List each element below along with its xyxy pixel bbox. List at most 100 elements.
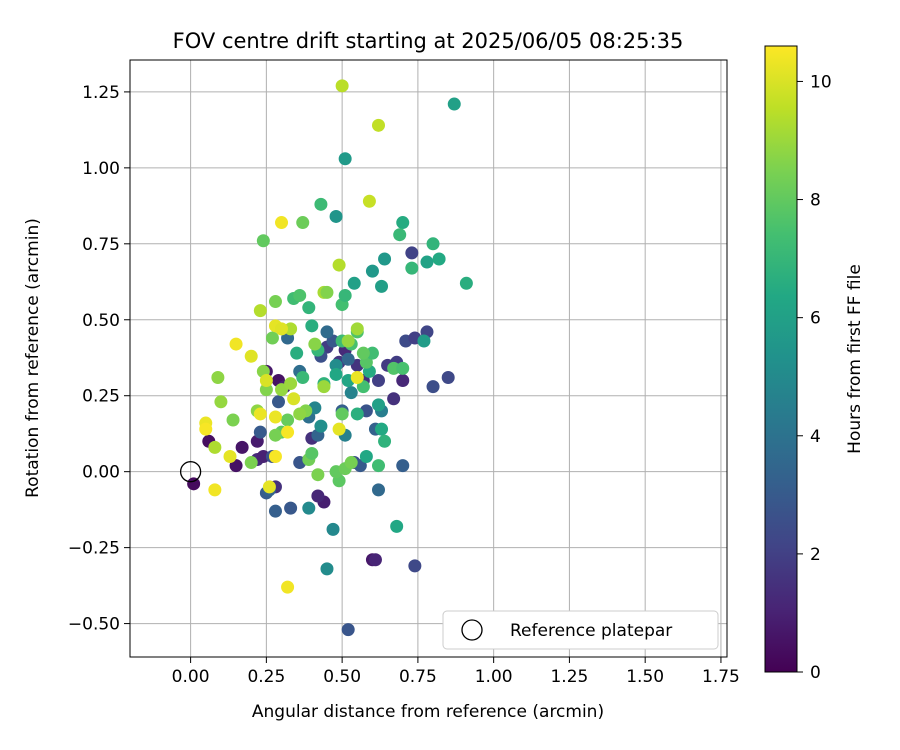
data-point	[329, 367, 343, 381]
data-point	[311, 489, 325, 503]
data-point	[305, 446, 319, 460]
data-point	[338, 288, 352, 302]
legend-box	[442, 610, 719, 650]
data-point	[338, 152, 352, 166]
plot-frame	[129, 59, 728, 658]
data-point	[326, 522, 340, 536]
y-tick-label: 0.00	[82, 463, 120, 483]
y-tick-label: 0.75	[82, 235, 120, 255]
legend: Reference platepar	[442, 610, 719, 650]
y-tick-label: 1.25	[82, 83, 120, 103]
data-point	[211, 370, 225, 384]
data-point	[305, 319, 319, 333]
y-axis-label: Rotation from reference (arcmin)	[23, 218, 43, 498]
data-point	[417, 334, 431, 348]
chart-title: FOV centre drift starting at 2025/06/05 …	[173, 29, 684, 53]
data-point	[426, 380, 440, 394]
data-point	[356, 380, 370, 394]
x-tick-label: 1.75	[702, 667, 740, 687]
points	[187, 79, 473, 637]
data-point	[268, 504, 282, 518]
data-point	[365, 346, 379, 360]
data-point	[365, 264, 379, 278]
data-point	[332, 258, 346, 272]
y-tick-label: −0.50	[68, 615, 120, 635]
data-point	[268, 295, 282, 309]
data-point	[359, 449, 373, 463]
data-point	[405, 246, 419, 260]
data-point	[265, 331, 279, 345]
data-point	[332, 422, 346, 436]
data-point	[268, 449, 282, 463]
data-point	[244, 456, 258, 470]
data-point	[329, 209, 343, 223]
data-point	[356, 346, 370, 360]
data-point	[459, 276, 473, 290]
data-point	[271, 395, 285, 409]
data-point	[208, 440, 222, 454]
data-point	[396, 374, 410, 388]
data-point	[335, 79, 349, 93]
x-tick-label: 1.50	[626, 667, 664, 687]
data-point	[229, 459, 243, 473]
colorbar-label: Hours from first FF file	[845, 264, 865, 454]
data-point	[199, 422, 213, 436]
data-point	[308, 337, 322, 351]
x-axis: 0.00 0.25 0.50 0.75 1.00 1.25 1.50 1.75	[172, 657, 740, 687]
data-point	[396, 216, 410, 230]
data-point	[326, 334, 340, 348]
data-point	[262, 480, 276, 494]
data-point	[320, 325, 334, 339]
data-point	[229, 337, 243, 351]
colorbar-tick-label: 4	[810, 427, 821, 447]
data-point	[296, 370, 310, 384]
data-point	[329, 358, 343, 372]
data-point	[290, 346, 304, 360]
x-tick-label: 1.00	[475, 667, 513, 687]
data-point	[253, 304, 267, 318]
data-point	[320, 562, 334, 576]
data-point	[396, 361, 410, 375]
data-point	[293, 288, 307, 302]
data-point	[393, 228, 407, 242]
data-point	[371, 483, 385, 497]
data-point	[223, 449, 237, 463]
colorbar-tick-label: 8	[810, 191, 821, 211]
data-point	[259, 383, 273, 397]
data-point	[371, 374, 385, 388]
data-point	[281, 413, 295, 427]
x-axis-label: Angular distance from reference (arcmin)	[252, 702, 604, 722]
data-point	[302, 301, 316, 315]
data-point	[368, 553, 382, 567]
data-point	[371, 118, 385, 132]
data-point	[226, 413, 240, 427]
data-point	[396, 459, 410, 473]
data-point	[296, 216, 310, 230]
data-point	[371, 459, 385, 473]
colorbar-gradient	[764, 45, 798, 673]
data-point	[341, 352, 355, 366]
data-point	[350, 407, 364, 421]
x-tick-label: 1.25	[550, 667, 588, 687]
colorbar-tick-label: 10	[810, 72, 832, 92]
data-point	[281, 425, 295, 439]
data-point	[335, 407, 349, 421]
data-point	[320, 285, 334, 299]
data-point	[317, 380, 331, 394]
data-point	[293, 407, 307, 421]
colorbar-tick-label: 0	[810, 663, 821, 683]
data-point	[347, 276, 361, 290]
data-point	[426, 237, 440, 251]
legend-marker	[461, 619, 483, 641]
data-point	[244, 349, 258, 363]
x-tick-label: 0.75	[399, 667, 437, 687]
x-tick-label: 0.00	[172, 667, 210, 687]
data-point	[284, 377, 298, 391]
data-point	[256, 234, 270, 248]
data-point	[344, 386, 358, 400]
y-tick-label: −0.25	[68, 539, 120, 559]
data-point	[344, 456, 358, 470]
legend-label: Reference platepar	[510, 621, 672, 641]
colorbar-tick-label: 2	[810, 545, 821, 565]
data-point	[214, 395, 228, 409]
